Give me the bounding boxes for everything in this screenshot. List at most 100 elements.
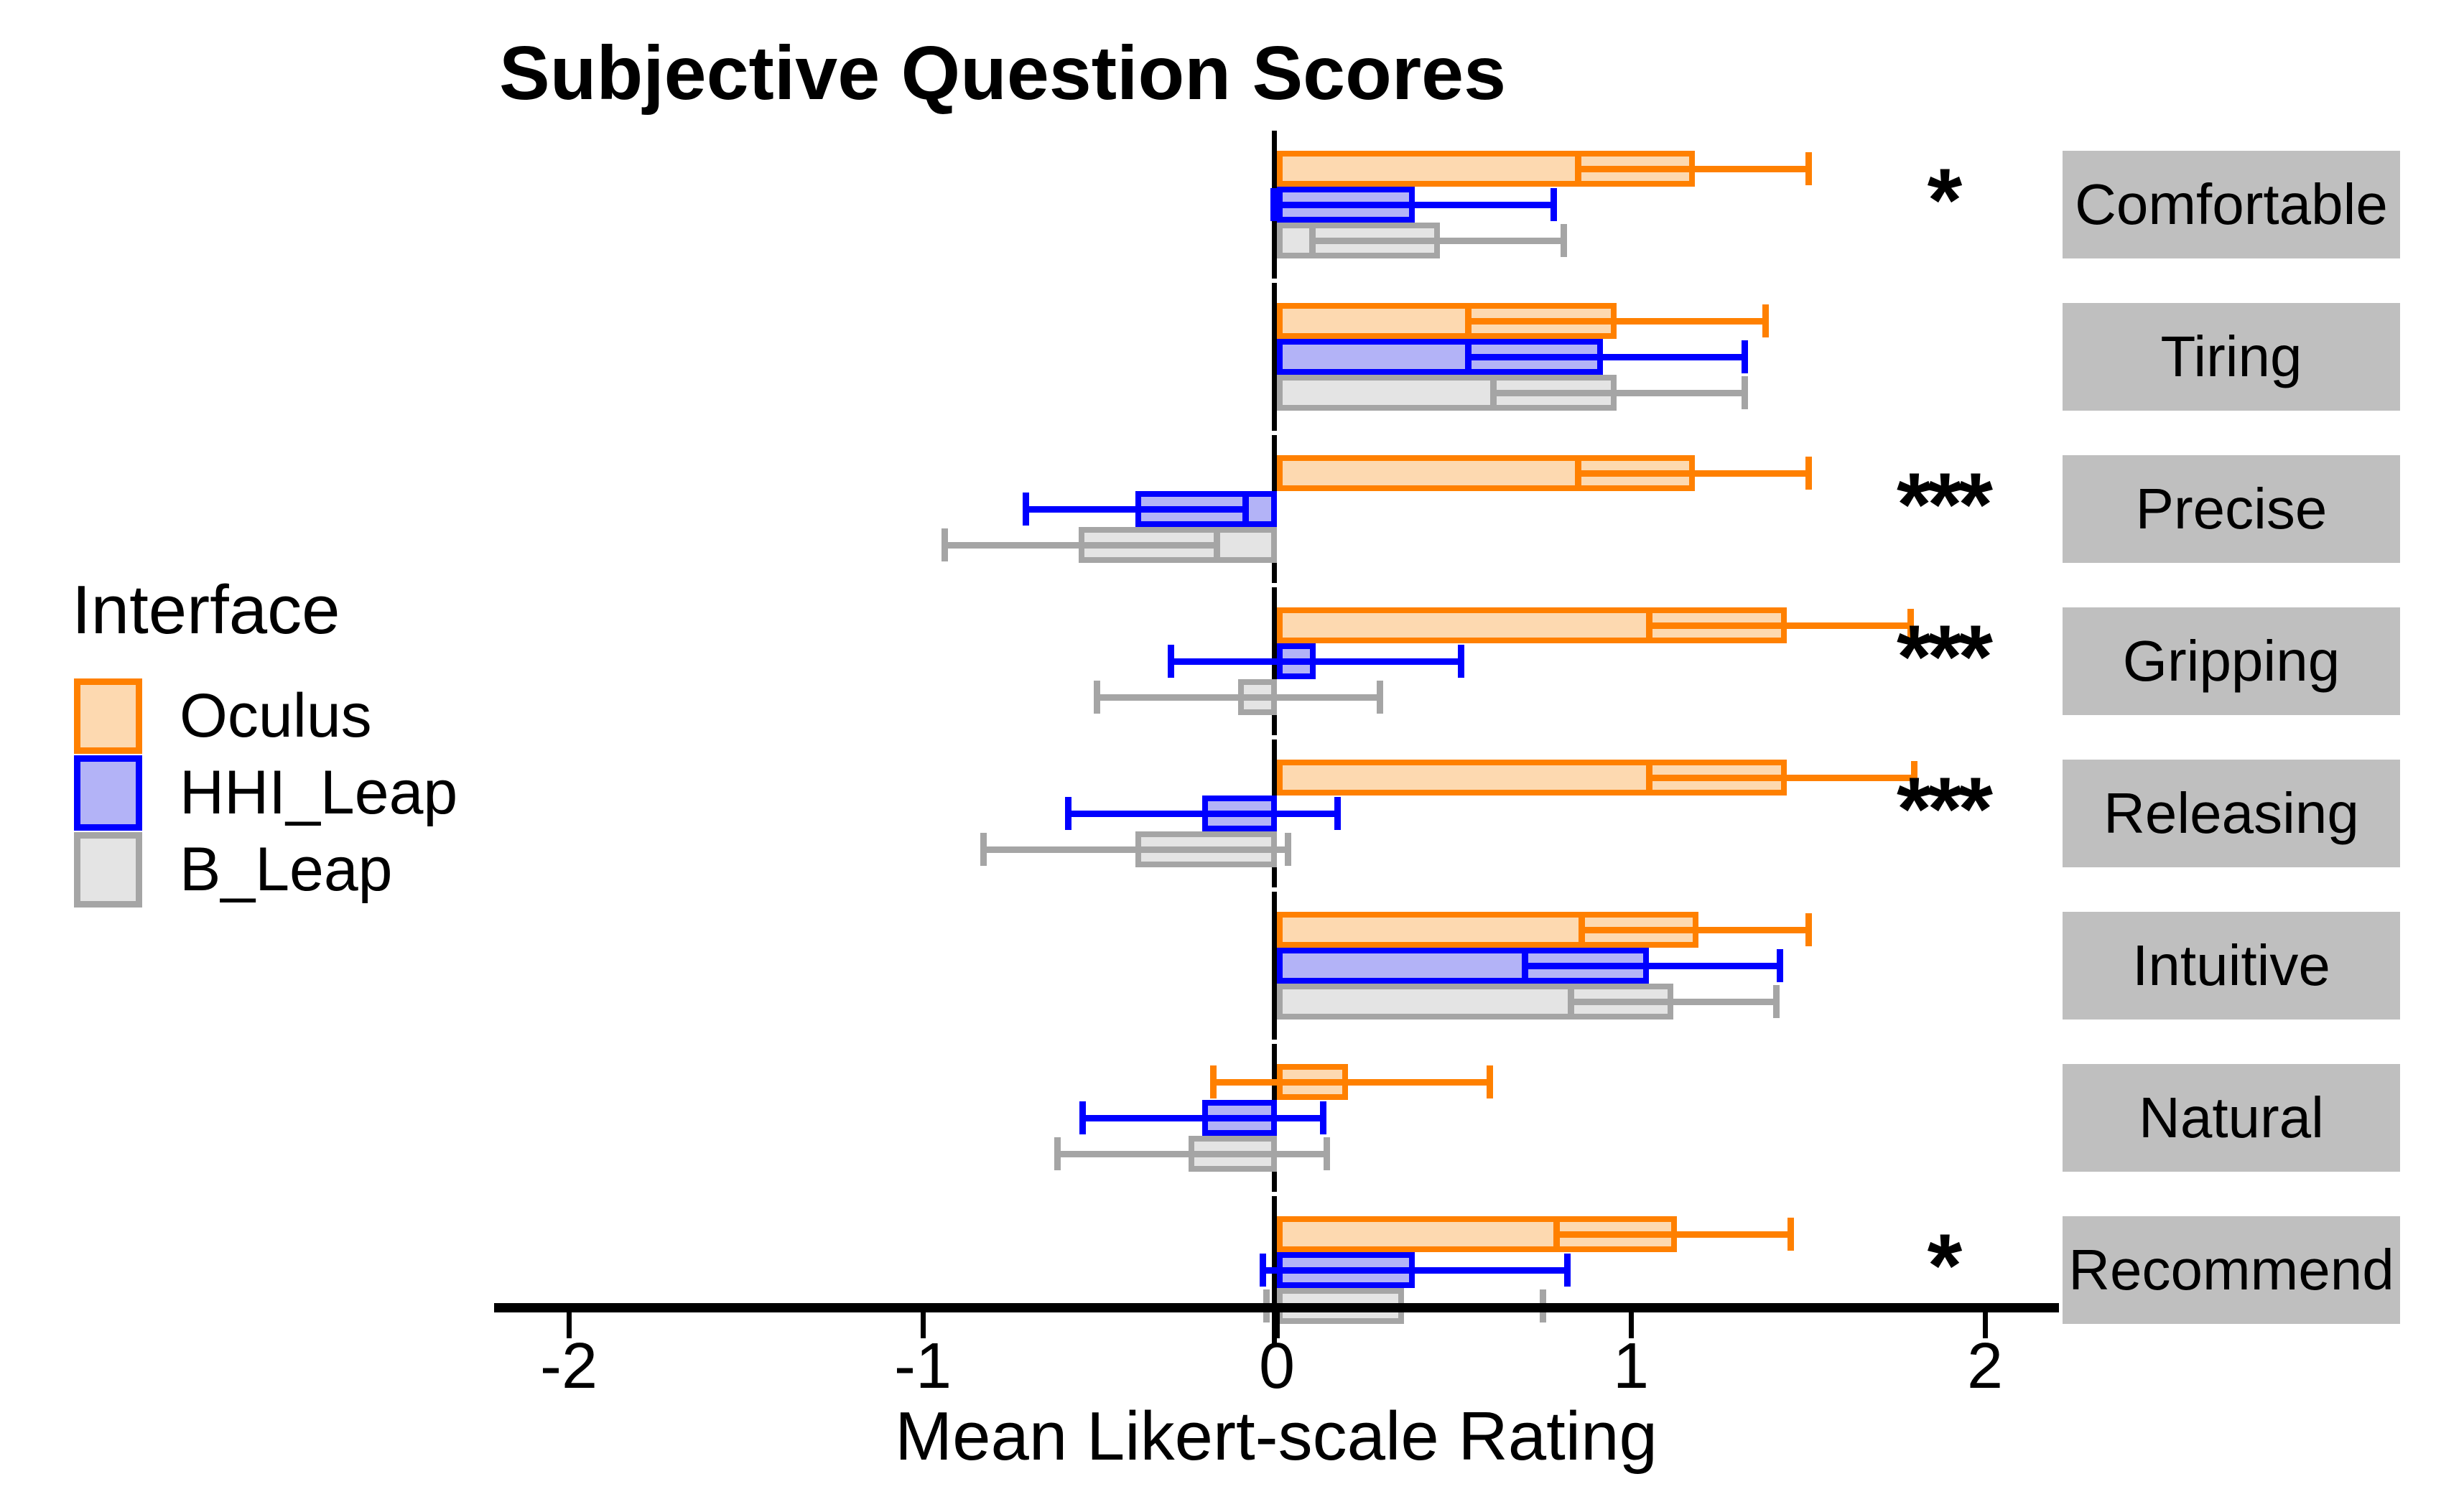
errorbar-cap-low-oculus [1575,457,1582,490]
errorbar-cap-high-hhi_leap [1334,797,1341,830]
errorbar-cap-high-hhi_leap [1777,949,1784,982]
errorbar-cap-low-oculus [1575,152,1582,185]
errorbar-oculus [1648,774,1915,781]
errorbar-cap-low-oculus [1578,913,1585,946]
errorbar-b_leap [944,541,1217,549]
x-axis-label: Mean Likert-scale Rating [895,1398,1658,1475]
errorbar-cap-low-hhi_leap [1260,1254,1267,1287]
significance-marker: *** [1897,455,1993,555]
facet-strip-label: Intuitive [2132,933,2330,997]
errorbar-hhi_leap [1025,505,1245,513]
errorbar-cap-high-oculus [1762,304,1770,337]
errorbar-cap-high-hhi_leap [1550,188,1557,221]
significance-marker: * [1927,1216,1963,1316]
facet-strip-label: Precise [2135,477,2328,541]
zero-baseline [1272,892,1277,1040]
legend-label-hhi-leap: HHI_Leap [180,758,458,827]
errorbar-cap-high-oculus [1787,1218,1794,1251]
zero-baseline [1272,283,1277,431]
errorbar-cap-low-oculus [1465,304,1472,337]
facet-strip: Comfortable [2063,151,2400,258]
errorbar-cap-low-hhi_leap [1522,949,1529,982]
errorbar-b_leap [1571,998,1777,1005]
errorbar-cap-high-b_leap [1561,224,1568,257]
errorbar-hhi_leap [1082,1114,1324,1121]
errorbar-hhi_leap [1263,1266,1568,1274]
errorbar-cap-low-hhi_leap [1465,340,1472,373]
facet-strip: Tiring [2063,303,2400,411]
errorbar-cap-high-oculus [1911,761,1918,794]
errorbar-oculus [1213,1078,1489,1086]
x-axis-line [494,1303,2059,1312]
facet-strip-label: Gripping [2122,629,2340,693]
significance-marker: *** [1897,760,1993,859]
errorbar-cap-high-b_leap [1741,376,1748,409]
x-tick [1275,1312,1280,1338]
errorbar-cap-high-hhi_leap [1458,645,1465,678]
errorbar-oculus [1468,317,1766,325]
errorbar-cap-low-b_leap [1568,985,1575,1018]
legend-swatch-oculus [74,678,142,754]
errorbar-cap-high-b_leap [1773,985,1780,1018]
facet-strip: Intuitive [2063,912,2400,1020]
significance-marker: *** [1897,607,1993,707]
legend-item-oculus: Oculus [74,678,372,754]
errorbar-hhi_leap [1171,658,1461,665]
errorbar-cap-low-b_leap [1309,224,1316,257]
facet-strip: Releasing [2063,760,2400,867]
x-tick [1983,1312,1988,1338]
errorbar-cap-low-hhi_leap [1065,797,1072,830]
chart-title: Subjective Question Scores [499,31,1507,116]
errorbar-cap-low-b_leap [1054,1137,1061,1170]
errorbar-oculus [1578,165,1808,172]
errorbar-b_leap [1312,237,1564,244]
errorbar-cap-low-oculus [1553,1218,1561,1251]
facet-strip-label: Recommend [2068,1238,2394,1302]
facet-strip: Gripping [2063,607,2400,715]
errorbar-hhi_leap [1068,810,1337,817]
errorbar-b_leap [1492,389,1744,396]
errorbar-cap-low-oculus [1645,609,1652,642]
facet-strip-label: Natural [2139,1086,2324,1149]
errorbar-cap-low-oculus [1645,761,1652,794]
bar-oculus [1277,151,1695,187]
errorbar-cap-low-hhi_leap [1079,1101,1086,1134]
errorbar-cap-low-oculus [1210,1065,1217,1098]
x-tick-label: 1 [1612,1330,1650,1402]
facet-strip: Precise [2063,455,2400,563]
errorbar-cap-high-b_leap [1284,833,1291,866]
errorbar-oculus [1578,470,1808,477]
errorbar-cap-low-b_leap [980,833,987,866]
x-tick-label: 2 [1966,1330,2004,1402]
errorbar-cap-high-hhi_leap [1741,340,1748,373]
x-tick-label: 0 [1258,1330,1296,1402]
errorbar-cap-low-b_leap [1489,376,1497,409]
errorbar-cap-high-oculus [1907,609,1915,642]
x-tick [567,1312,572,1338]
errorbar-cap-high-oculus [1805,913,1812,946]
errorbar-cap-high-hhi_leap [1242,493,1249,526]
errorbar-cap-high-oculus [1805,457,1812,490]
x-tick [1629,1312,1634,1338]
legend-item-b-leap: B_Leap [74,832,393,908]
x-tick-label: -1 [893,1330,952,1402]
errorbar-hhi_leap [1525,962,1780,969]
errorbar-hhi_leap [1468,353,1744,360]
x-tick-label: -2 [539,1330,598,1402]
errorbar-cap-low-b_leap [941,528,948,561]
errorbar-b_leap [982,846,1288,853]
errorbar-cap-high-oculus [1805,152,1812,185]
errorbar-b_leap [1096,694,1380,701]
errorbar-cap-low-hhi_leap [1270,188,1278,221]
legend-title: Interface [72,571,340,648]
errorbar-oculus [1556,1231,1790,1238]
facet-strip-label: Tiring [2160,325,2302,388]
legend-label-b-leap: B_Leap [180,835,393,904]
errorbar-cap-low-b_leap [1093,681,1100,714]
errorbar-cap-high-hhi_leap [1564,1254,1571,1287]
errorbar-cap-low-hhi_leap [1168,645,1175,678]
errorbar-cap-high-b_leap [1214,528,1221,561]
facet-strip: Natural [2063,1064,2400,1172]
errorbar-cap-low-hhi_leap [1022,493,1029,526]
